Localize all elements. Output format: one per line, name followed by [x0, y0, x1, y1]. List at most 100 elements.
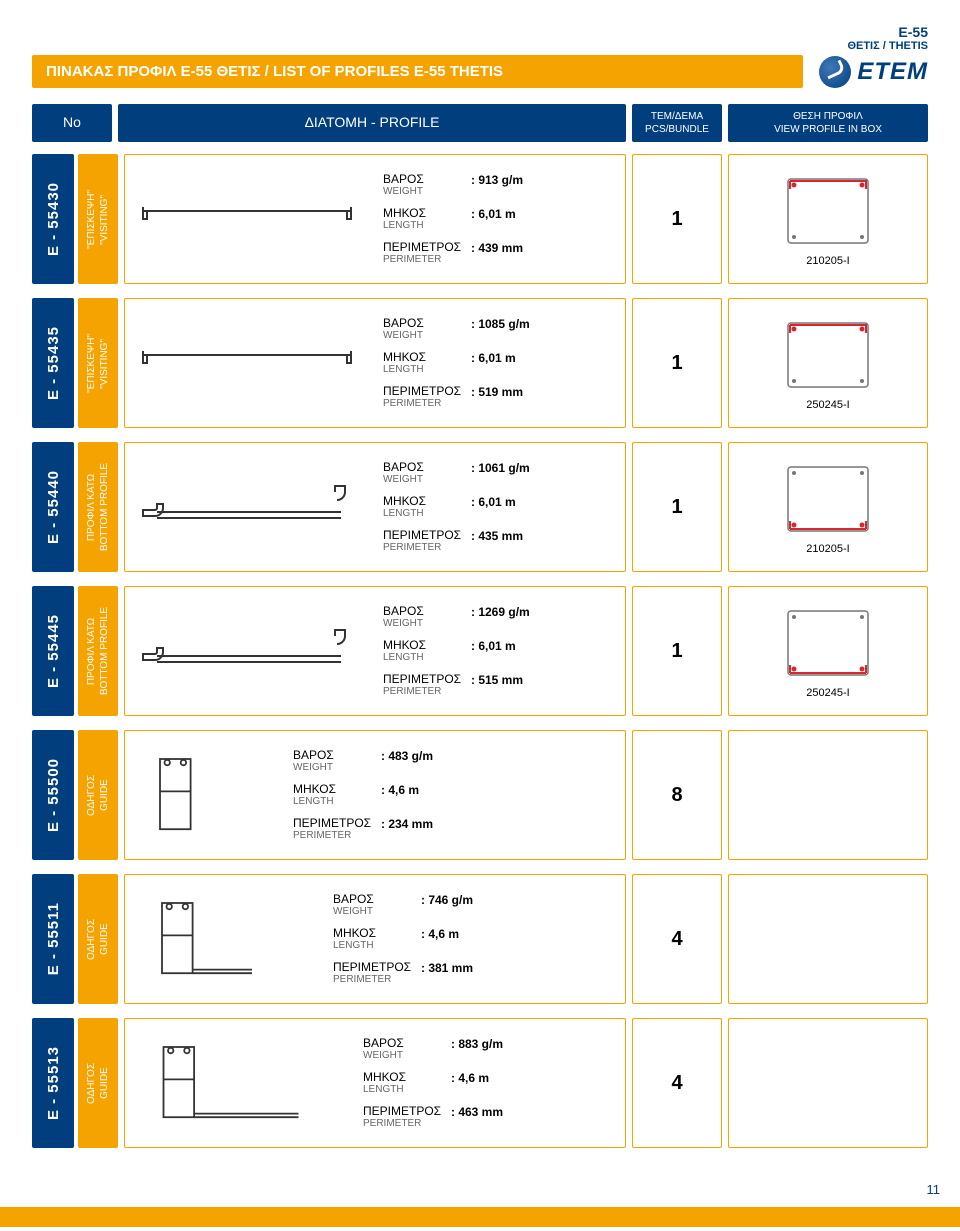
column-header: No ΔΙΑΤΟΜΗ - PROFILE TEM/ΔΕΜΑ PCS/BUNDLE… [32, 104, 928, 142]
bundle-cell: 4 [632, 874, 722, 1004]
specs: ΒΑΡΟΣWEIGHT : 1269 g/m ΜΗΚΟΣLENGTH : 6,0… [383, 605, 583, 698]
perimeter-value: : 519 mm [471, 385, 523, 399]
page-number: 11 [0, 1172, 960, 1207]
profile-name: ΠΡΟΦΙΛ ΚΑΤΩBOTTOM PROFILE [85, 463, 111, 551]
profile-name-cell: ΟΔΗΓΟΣGUIDE [78, 730, 118, 860]
profile-name: ΟΔΗΓΟΣGUIDE [85, 1063, 111, 1104]
spec-weight: ΒΑΡΟΣWEIGHT : 1061 g/m [383, 461, 583, 485]
page-title-bar: ΠΙΝΑΚΑΣ ΠΡΟΦΙΛ Ε-55 ΘΕΤΙΣ / LIST OF PROF… [32, 55, 803, 88]
weight-value: : 1061 g/m [471, 461, 530, 475]
specs: ΒΑΡΟΣWEIGHT : 913 g/m ΜΗΚΟΣLENGTH : 6,01… [383, 173, 583, 266]
spec-length: ΜΗΚΟΣLENGTH : 6,01 m [383, 351, 583, 375]
perimeter-value: : 463 mm [451, 1105, 503, 1119]
length-value: : 4,6 m [421, 927, 459, 941]
weight-value: : 1085 g/m [471, 317, 530, 331]
profile-name-cell: "ΕΠΙΣΚΕΨΗ""VISITING" [78, 154, 118, 284]
profile-name: ΟΔΗΓΟΣGUIDE [85, 919, 111, 960]
profile-name: ΠΡΟΦΙΛ ΚΑΤΩBOTTOM PROFILE [85, 607, 111, 695]
profile-id: E - 55440 [45, 470, 62, 544]
spec-length: ΜΗΚΟΣLENGTH : 4,6 m [293, 783, 493, 807]
bundle-cell: 1 [632, 442, 722, 572]
spec-perimeter: ΠΕΡΙΜΕΤΡΟΣPERIMETER : 519 mm [383, 385, 583, 409]
view-cell: 250245-I [728, 586, 928, 716]
profile-name-cell: ΠΡΟΦΙΛ ΚΑΤΩBOTTOM PROFILE [78, 586, 118, 716]
box-code: 250245-I [806, 399, 849, 411]
length-value: : 6,01 m [471, 351, 516, 365]
spec-perimeter: ΠΕΡΙΜΕΤΡΟΣPERIMETER : 435 mm [383, 529, 583, 553]
col-bundle-gr: TEM/ΔΕΜΑ [651, 111, 703, 122]
diagram-cell: ΒΑΡΟΣWEIGHT : 1061 g/m ΜΗΚΟΣLENGTH : 6,0… [124, 442, 626, 572]
perimeter-value: : 515 mm [471, 673, 523, 687]
brand-logo: ETEM [819, 56, 928, 88]
specs: ΒΑΡΟΣWEIGHT : 1061 g/m ΜΗΚΟΣLENGTH : 6,0… [383, 461, 583, 554]
diagram-cell: ΒΑΡΟΣWEIGHT : 1269 g/m ΜΗΚΟΣLENGTH : 6,0… [124, 586, 626, 716]
col-view-gr: ΘΕΣΗ ΠΡΟΦΙΛ [793, 111, 863, 122]
profile-id-cell: E - 55440 [32, 442, 74, 572]
profile-row: E - 55435 "ΕΠΙΣΚΕΨΗ""VISITING" ΒΑΡΟΣWEIG… [32, 298, 928, 428]
bundle-cell: 1 [632, 154, 722, 284]
profile-row: E - 55445 ΠΡΟΦΙΛ ΚΑΤΩBOTTOM PROFILE ΒΑΡΟ… [32, 586, 928, 716]
bundle-cell: 1 [632, 586, 722, 716]
profile-name: "ΕΠΙΣΚΕΨΗ""VISITING" [85, 190, 111, 249]
length-value: : 4,6 m [451, 1071, 489, 1085]
weight-value: : 483 g/m [381, 749, 433, 763]
view-cell [728, 730, 928, 860]
spec-length: ΜΗΚΟΣLENGTH : 6,01 m [383, 207, 583, 231]
spec-perimeter: ΠΕΡΙΜΕΤΡΟΣPERIMETER : 381 mm [333, 961, 533, 985]
profile-id: E - 55511 [45, 902, 62, 975]
profile-id-cell: E - 55435 [32, 298, 74, 428]
diagram-cell: ΒΑΡΟΣWEIGHT : 483 g/m ΜΗΚΟΣLENGTH : 4,6 … [124, 730, 626, 860]
diagram-cell: ΒΑΡΟΣWEIGHT : 746 g/m ΜΗΚΟΣLENGTH : 4,6 … [124, 874, 626, 1004]
profile-id-cell: E - 55513 [32, 1018, 74, 1148]
weight-value: : 1269 g/m [471, 605, 530, 619]
spec-perimeter: ΠΕΡΙΜΕΤΡΟΣPERIMETER : 234 mm [293, 817, 493, 841]
top-header: ΠΙΝΑΚΑΣ ΠΡΟΦΙΛ Ε-55 ΘΕΤΙΣ / LIST OF PROF… [32, 24, 928, 88]
diagram-cell: ΒΑΡΟΣWEIGHT : 883 g/m ΜΗΚΟΣLENGTH : 4,6 … [124, 1018, 626, 1148]
box-code: 210205-I [806, 543, 849, 555]
perimeter-value: : 234 mm [381, 817, 433, 831]
specs: ΒΑΡΟΣWEIGHT : 1085 g/m ΜΗΚΟΣLENGTH : 6,0… [383, 317, 583, 410]
bundle-cell: 8 [632, 730, 722, 860]
profile-name: "ΕΠΙΣΚΕΨΗ""VISITING" [85, 334, 111, 393]
profile-id: E - 55513 [45, 1046, 62, 1120]
spec-perimeter: ΠΕΡΙΜΕΤΡΟΣPERIMETER : 439 mm [383, 241, 583, 265]
box-code: 210205-I [806, 255, 849, 267]
view-cell: 250245-I [728, 298, 928, 428]
spec-perimeter: ΠΕΡΙΜΕΤΡΟΣPERIMETER : 515 mm [383, 673, 583, 697]
view-cell: 210205-I [728, 154, 928, 284]
spec-weight: ΒΑΡΟΣWEIGHT : 1269 g/m [383, 605, 583, 629]
bundle-cell: 4 [632, 1018, 722, 1148]
weight-value: : 883 g/m [451, 1037, 503, 1051]
profile-name-cell: ΠΡΟΦΙΛ ΚΑΤΩBOTTOM PROFILE [78, 442, 118, 572]
brand-block: E-55 ΘΕΤΙΣ / THETIS ETEM [819, 24, 928, 88]
col-bundle: TEM/ΔΕΜΑ PCS/BUNDLE [632, 104, 722, 142]
col-view-en: VIEW PROFILE IN BOX [774, 124, 882, 135]
perimeter-value: : 381 mm [421, 961, 473, 975]
profile-id-cell: E - 55500 [32, 730, 74, 860]
profile-name-cell: ΟΔΗΓΟΣGUIDE [78, 1018, 118, 1148]
profile-row: E - 55513 ΟΔΗΓΟΣGUIDE ΒΑΡΟΣWEIGHT : 883 … [32, 1018, 928, 1148]
view-cell [728, 874, 928, 1004]
profile-row: E - 55430 "ΕΠΙΣΚΕΨΗ""VISITING" ΒΑΡΟΣWEIG… [32, 154, 928, 284]
spec-length: ΜΗΚΟΣLENGTH : 4,6 m [363, 1071, 563, 1095]
profile-id: E - 55435 [45, 326, 62, 400]
spec-weight: ΒΑΡΟΣWEIGHT : 913 g/m [383, 173, 583, 197]
series-code: E-55 [819, 24, 928, 40]
col-bundle-en: PCS/BUNDLE [645, 124, 709, 135]
col-profile: ΔΙΑΤΟΜΗ - PROFILE [118, 104, 626, 142]
profile-id: E - 55430 [45, 182, 62, 256]
profile-name-cell: ΟΔΗΓΟΣGUIDE [78, 874, 118, 1004]
profile-id: E - 55445 [45, 614, 62, 688]
spec-length: ΜΗΚΟΣLENGTH : 4,6 m [333, 927, 533, 951]
profile-row: E - 55440 ΠΡΟΦΙΛ ΚΑΤΩBOTTOM PROFILE ΒΑΡΟ… [32, 442, 928, 572]
length-value: : 4,6 m [381, 783, 419, 797]
length-value: : 6,01 m [471, 207, 516, 221]
specs: ΒΑΡΟΣWEIGHT : 883 g/m ΜΗΚΟΣLENGTH : 4,6 … [363, 1037, 563, 1130]
profile-id-cell: E - 55511 [32, 874, 74, 1004]
profile-row: E - 55511 ΟΔΗΓΟΣGUIDE ΒΑΡΟΣWEIGHT : 746 … [32, 874, 928, 1004]
spec-length: ΜΗΚΟΣLENGTH : 6,01 m [383, 495, 583, 519]
view-cell [728, 1018, 928, 1148]
view-cell: 210205-I [728, 442, 928, 572]
spec-length: ΜΗΚΟΣLENGTH : 6,01 m [383, 639, 583, 663]
specs: ΒΑΡΟΣWEIGHT : 746 g/m ΜΗΚΟΣLENGTH : 4,6 … [333, 893, 533, 986]
